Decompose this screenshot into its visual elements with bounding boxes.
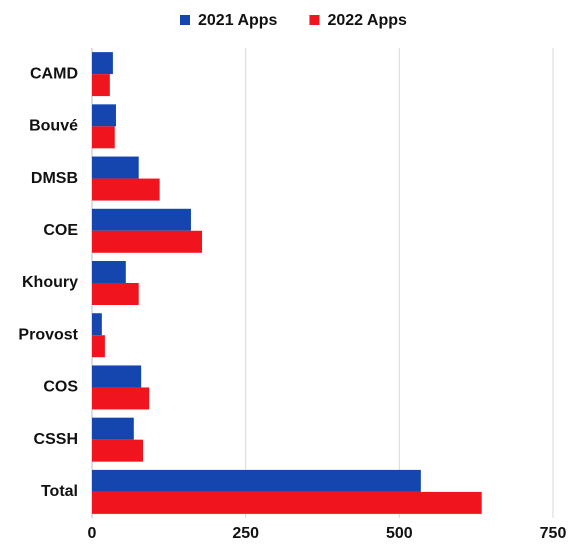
y-tick-label: Khoury	[22, 274, 78, 291]
y-tick-label: Total	[41, 483, 78, 500]
x-tick-label: 250	[232, 525, 259, 542]
x-tick-label: 500	[386, 525, 413, 542]
bar	[92, 387, 150, 410]
bar	[92, 313, 102, 336]
y-tick-label: CAMD	[30, 65, 78, 82]
bar	[92, 335, 105, 358]
legend-swatch	[309, 15, 320, 25]
bar	[92, 417, 134, 440]
legend-swatch	[180, 15, 190, 25]
y-tick-label: Provost	[18, 326, 78, 343]
y-tick-label: COE	[43, 222, 78, 239]
bar	[92, 208, 191, 231]
bar	[92, 74, 110, 97]
bar	[92, 261, 126, 283]
bar	[92, 104, 116, 127]
x-tick-label: 750	[540, 525, 567, 542]
bar	[92, 365, 142, 388]
bar	[92, 469, 421, 492]
bar	[92, 230, 203, 253]
bar	[92, 439, 144, 462]
x-tick-label: 0	[88, 525, 97, 542]
legend-label: 2022 Apps	[327, 12, 407, 29]
y-tick-label: COS	[43, 379, 78, 396]
legend-label: 2021 Apps	[198, 12, 278, 29]
bar	[92, 178, 160, 201]
bar	[92, 52, 113, 75]
y-tick-label: CSSH	[34, 431, 78, 448]
bar	[92, 126, 115, 149]
y-tick-label: Bouvé	[29, 118, 78, 135]
bar	[92, 491, 482, 514]
y-tick-label: DMSB	[31, 170, 78, 187]
bar	[92, 283, 139, 305]
bar	[92, 156, 139, 179]
